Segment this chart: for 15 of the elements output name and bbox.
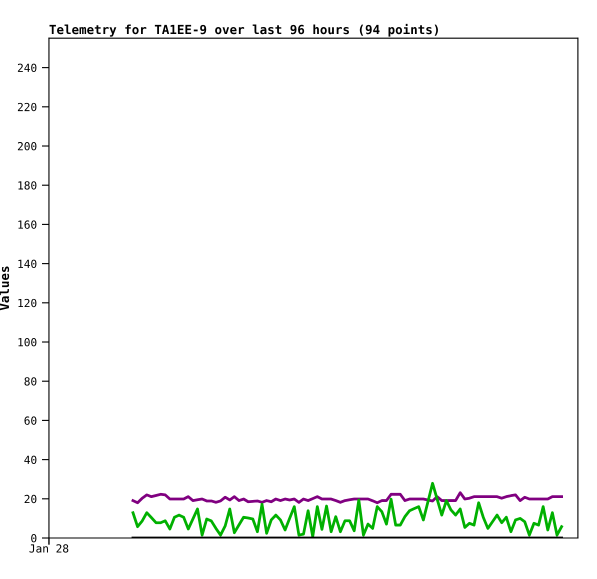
y-tick-label: 60 bbox=[24, 416, 36, 425]
chart-title: Telemetry for TA1EE-9 over last 96 hours (94 points) bbox=[50, 24, 438, 37]
y-tick-label: 40 bbox=[24, 456, 36, 464]
y-tick-label: 200 bbox=[18, 142, 36, 150]
text: Jan 28 bbox=[29, 544, 68, 553]
y-tick-label: 0 bbox=[31, 534, 36, 542]
y-tick-label: 20 bbox=[24, 494, 36, 504]
y-tick-label: 100 bbox=[18, 338, 36, 346]
y-tick-label: 180 bbox=[18, 181, 36, 190]
y-tick-label: 240 bbox=[18, 64, 36, 72]
y-tick-label: 140 bbox=[18, 260, 36, 268]
y-tick-label: 220 bbox=[18, 102, 36, 112]
y-tick-label: 80 bbox=[24, 377, 36, 386]
y-tick-label: 120 bbox=[18, 298, 36, 308]
y-tick-label: 160 bbox=[18, 220, 36, 229]
